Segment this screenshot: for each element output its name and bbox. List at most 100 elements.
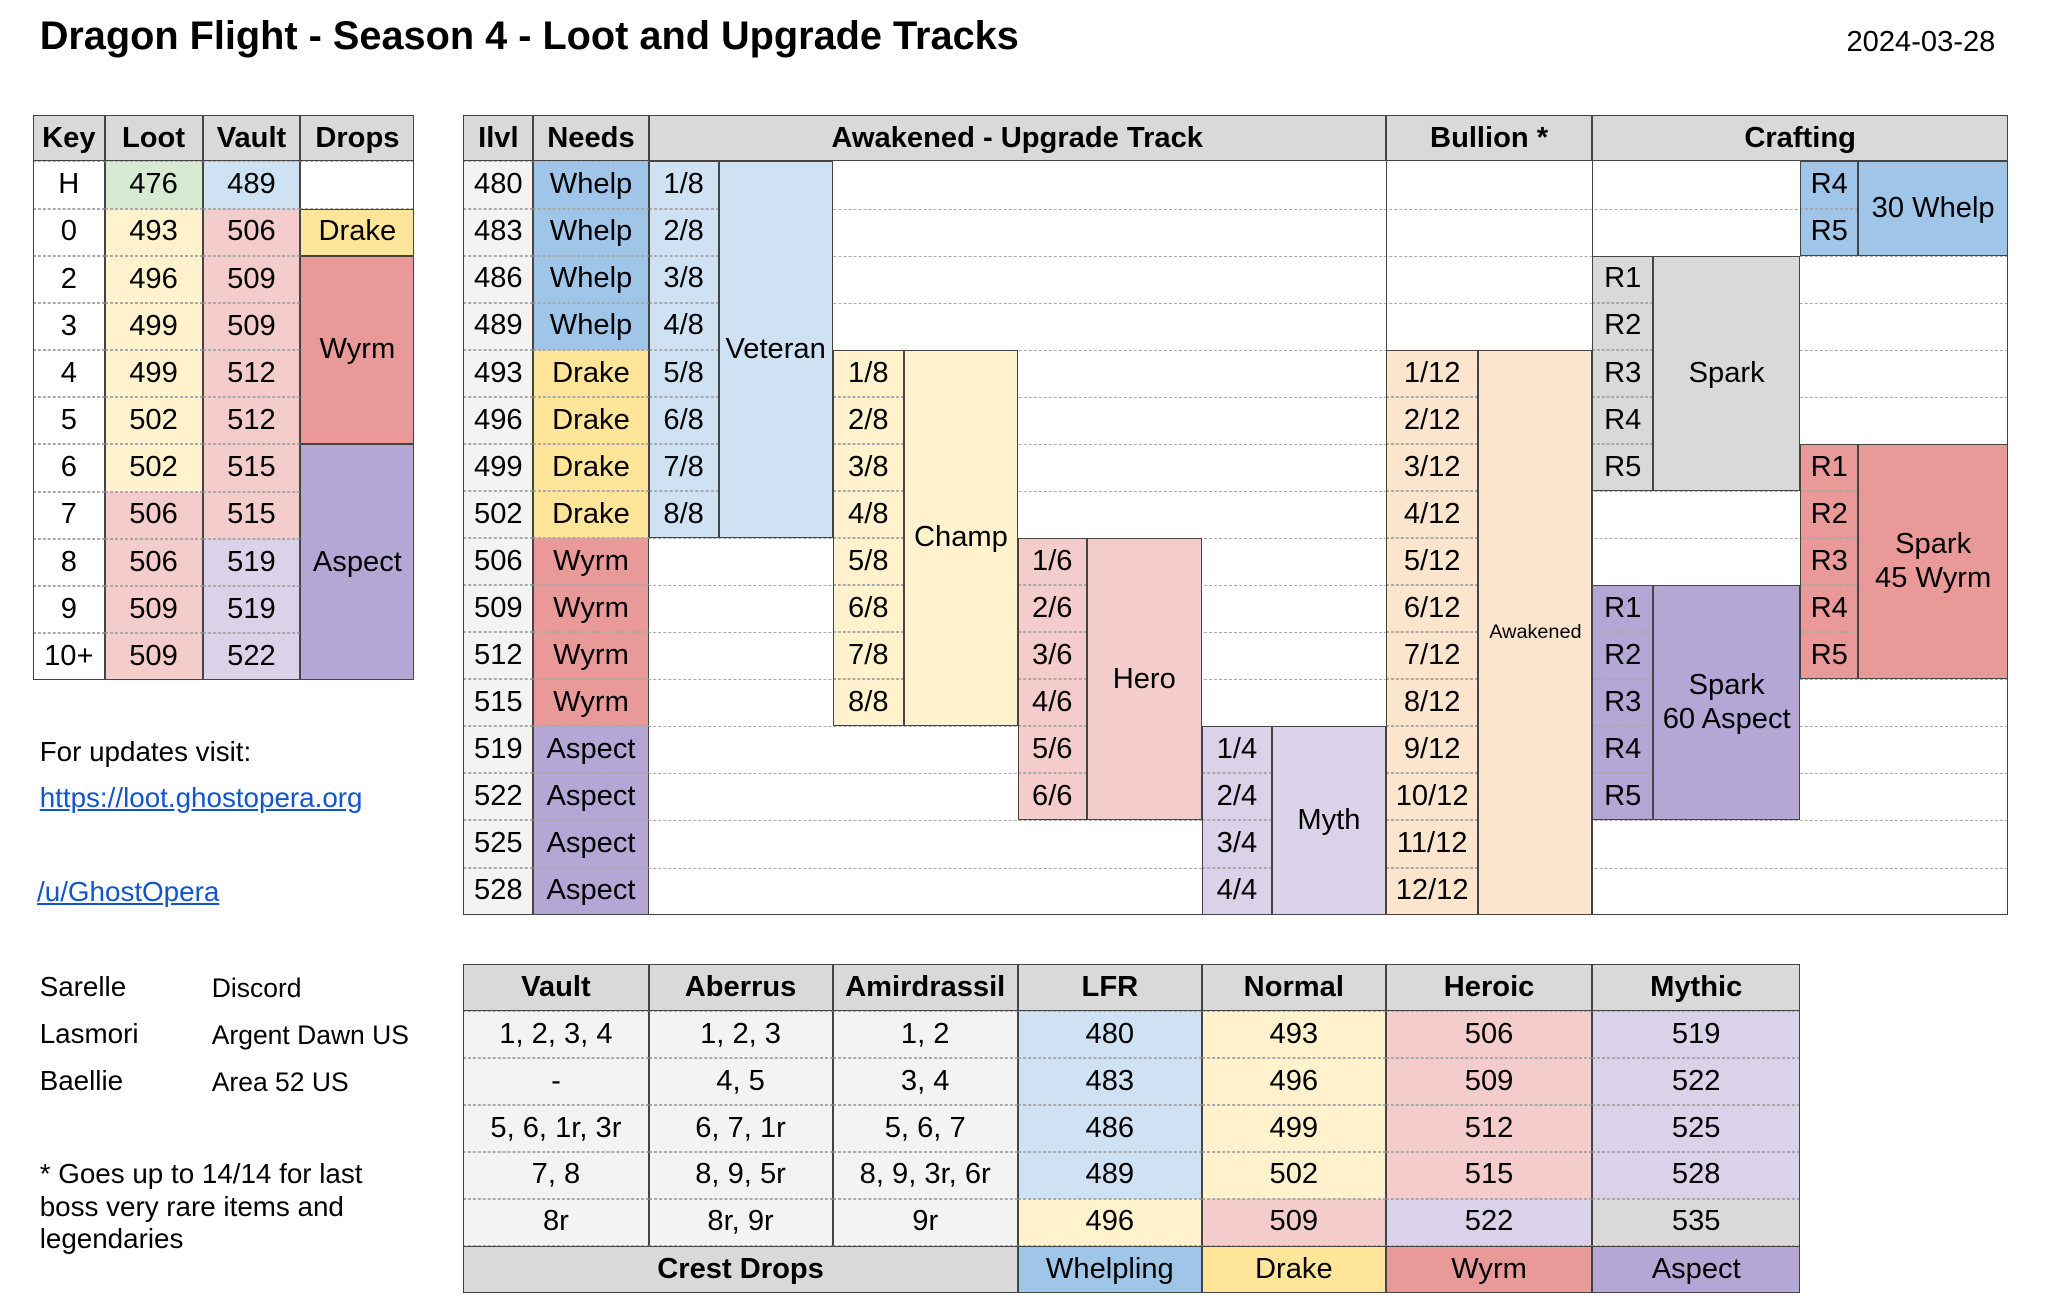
- ilvl-cell: 522: [463, 773, 534, 821]
- loot-cell: 502: [104, 397, 203, 445]
- crest-cell: 522: [1385, 1198, 1593, 1246]
- footer-cell: Aspect: [1592, 1245, 1801, 1294]
- needs-cell: Whelp: [533, 302, 649, 350]
- ilvl-cell: 515: [463, 679, 534, 727]
- key-cell: 4: [33, 350, 105, 398]
- updates-label: For updates visit:: [39, 735, 252, 767]
- contact-name: Sarelle: [39, 971, 127, 1003]
- footer-cell: Crest Drops: [463, 1245, 1018, 1294]
- drops-cell: Wyrm: [300, 255, 415, 445]
- needs-cell: Drake: [533, 443, 649, 491]
- needs-cell: Drake: [533, 490, 649, 539]
- step-cell: 9/12: [1385, 726, 1479, 774]
- column-header: Mythic: [1592, 963, 1801, 1012]
- block-border: [832, 349, 905, 727]
- step-cell: 2/4: [1201, 773, 1272, 821]
- rank-cell: R5: [1592, 773, 1654, 821]
- step-cell: 6/8: [648, 396, 719, 444]
- column-header: Loot: [104, 115, 203, 162]
- crest-cell: 509: [1201, 1198, 1386, 1246]
- step-cell: 4/8: [832, 490, 905, 539]
- crest-cell: 512: [1385, 1104, 1593, 1152]
- table-border: [463, 963, 1801, 1294]
- ilvl-cell: 499: [463, 443, 534, 491]
- needs-cell: Drake: [533, 349, 649, 397]
- vault-cell: 515: [202, 491, 301, 539]
- reddit-link[interactable]: /u/GhostOpera: [37, 875, 220, 907]
- crest-cell: 4, 5: [648, 1058, 833, 1105]
- grid-line: [463, 632, 2008, 634]
- step-cell: 6/6: [1017, 773, 1087, 821]
- ilvl-cell: 486: [463, 255, 534, 303]
- grid-line: [463, 538, 2008, 540]
- block-border: [1800, 161, 1859, 256]
- rank-cell: R5: [1800, 208, 1859, 256]
- needs-cell: Whelp: [533, 255, 649, 303]
- column-header: Ilvl: [463, 115, 534, 162]
- step-cell: 6/12: [1385, 585, 1479, 633]
- rank-cell: R3: [1800, 538, 1859, 586]
- grid-line: [463, 396, 2008, 398]
- track-name: Spark 60 Aspect: [1653, 585, 1801, 821]
- crest-cell: 509: [1385, 1058, 1593, 1105]
- crest-cell: 486: [1017, 1104, 1202, 1152]
- needs-cell: Whelp: [533, 208, 649, 256]
- step-cell: 3/12: [1385, 443, 1479, 491]
- crest-cell: 8, 9, 5r: [648, 1151, 833, 1199]
- grid-line: [463, 255, 2008, 257]
- track-name: Spark 45 Wyrm: [1858, 443, 2008, 680]
- site-link[interactable]: https://loot.ghostopera.org: [39, 781, 363, 813]
- key-cell: 8: [33, 538, 105, 586]
- key-cell: 10+: [33, 633, 105, 681]
- step-cell: 5/8: [832, 538, 905, 586]
- footer-cell: Drake: [1201, 1245, 1386, 1294]
- vault-cell: 519: [202, 586, 301, 634]
- crest-cell: 1, 2, 3: [648, 1011, 833, 1059]
- ilvl-cell: 483: [463, 208, 534, 256]
- column-header: Drops: [300, 115, 415, 162]
- needs-cell: Aspect: [533, 820, 649, 868]
- block-border: [1800, 443, 1859, 680]
- grid-line: [1592, 161, 1594, 915]
- crest-cell: 8r, 9r: [648, 1198, 833, 1246]
- key-cell: 9: [33, 586, 105, 634]
- needs-cell: Aspect: [533, 726, 649, 774]
- column-header: Amirdrassil: [832, 963, 1018, 1012]
- table-border: [33, 115, 415, 681]
- crest-cell: 5, 6, 7: [832, 1104, 1018, 1152]
- crest-cell: 502: [1201, 1151, 1386, 1199]
- grid-line: [463, 490, 2008, 492]
- rank-cell: R5: [1800, 632, 1859, 680]
- loot-cell: 499: [104, 350, 203, 398]
- step-cell: 5/12: [1385, 538, 1479, 586]
- step-cell: 3/8: [648, 255, 719, 303]
- track-name: Veteran: [718, 161, 833, 539]
- vault-cell: 489: [202, 161, 301, 209]
- contact-server: Area 52 US: [211, 1066, 349, 1097]
- grid-line: [463, 302, 2008, 304]
- crest-cell: 1, 2, 3, 4: [463, 1011, 649, 1059]
- needs-cell: Wyrm: [533, 632, 649, 680]
- step-cell: 4/4: [1201, 867, 1272, 915]
- vault-cell: 515: [202, 444, 301, 492]
- crest-cell: 525: [1592, 1104, 1801, 1152]
- track-name: Spark: [1653, 255, 1801, 491]
- step-cell: 5/6: [1017, 726, 1087, 774]
- vault-cell: 522: [202, 633, 301, 681]
- footer-cell: Wyrm: [1385, 1245, 1593, 1294]
- step-cell: 2/6: [1017, 585, 1087, 633]
- date: 2024-03-28: [1846, 26, 1996, 59]
- step-cell: 3/4: [1201, 820, 1272, 868]
- table-border: [463, 115, 2008, 915]
- step-cell: 4/6: [1017, 679, 1087, 727]
- loot-cell: 493: [104, 208, 203, 256]
- track-name: Awakened: [1478, 349, 1593, 915]
- crest-cell: 5, 6, 1r, 3r: [463, 1104, 649, 1152]
- needs-cell: Whelp: [533, 161, 649, 209]
- contact-name: Lasmori: [39, 1018, 139, 1050]
- crest-cell: 496: [1017, 1198, 1202, 1246]
- ilvl-cell: 512: [463, 632, 534, 680]
- key-cell: 7: [33, 491, 105, 539]
- track-name: Myth: [1272, 726, 1386, 915]
